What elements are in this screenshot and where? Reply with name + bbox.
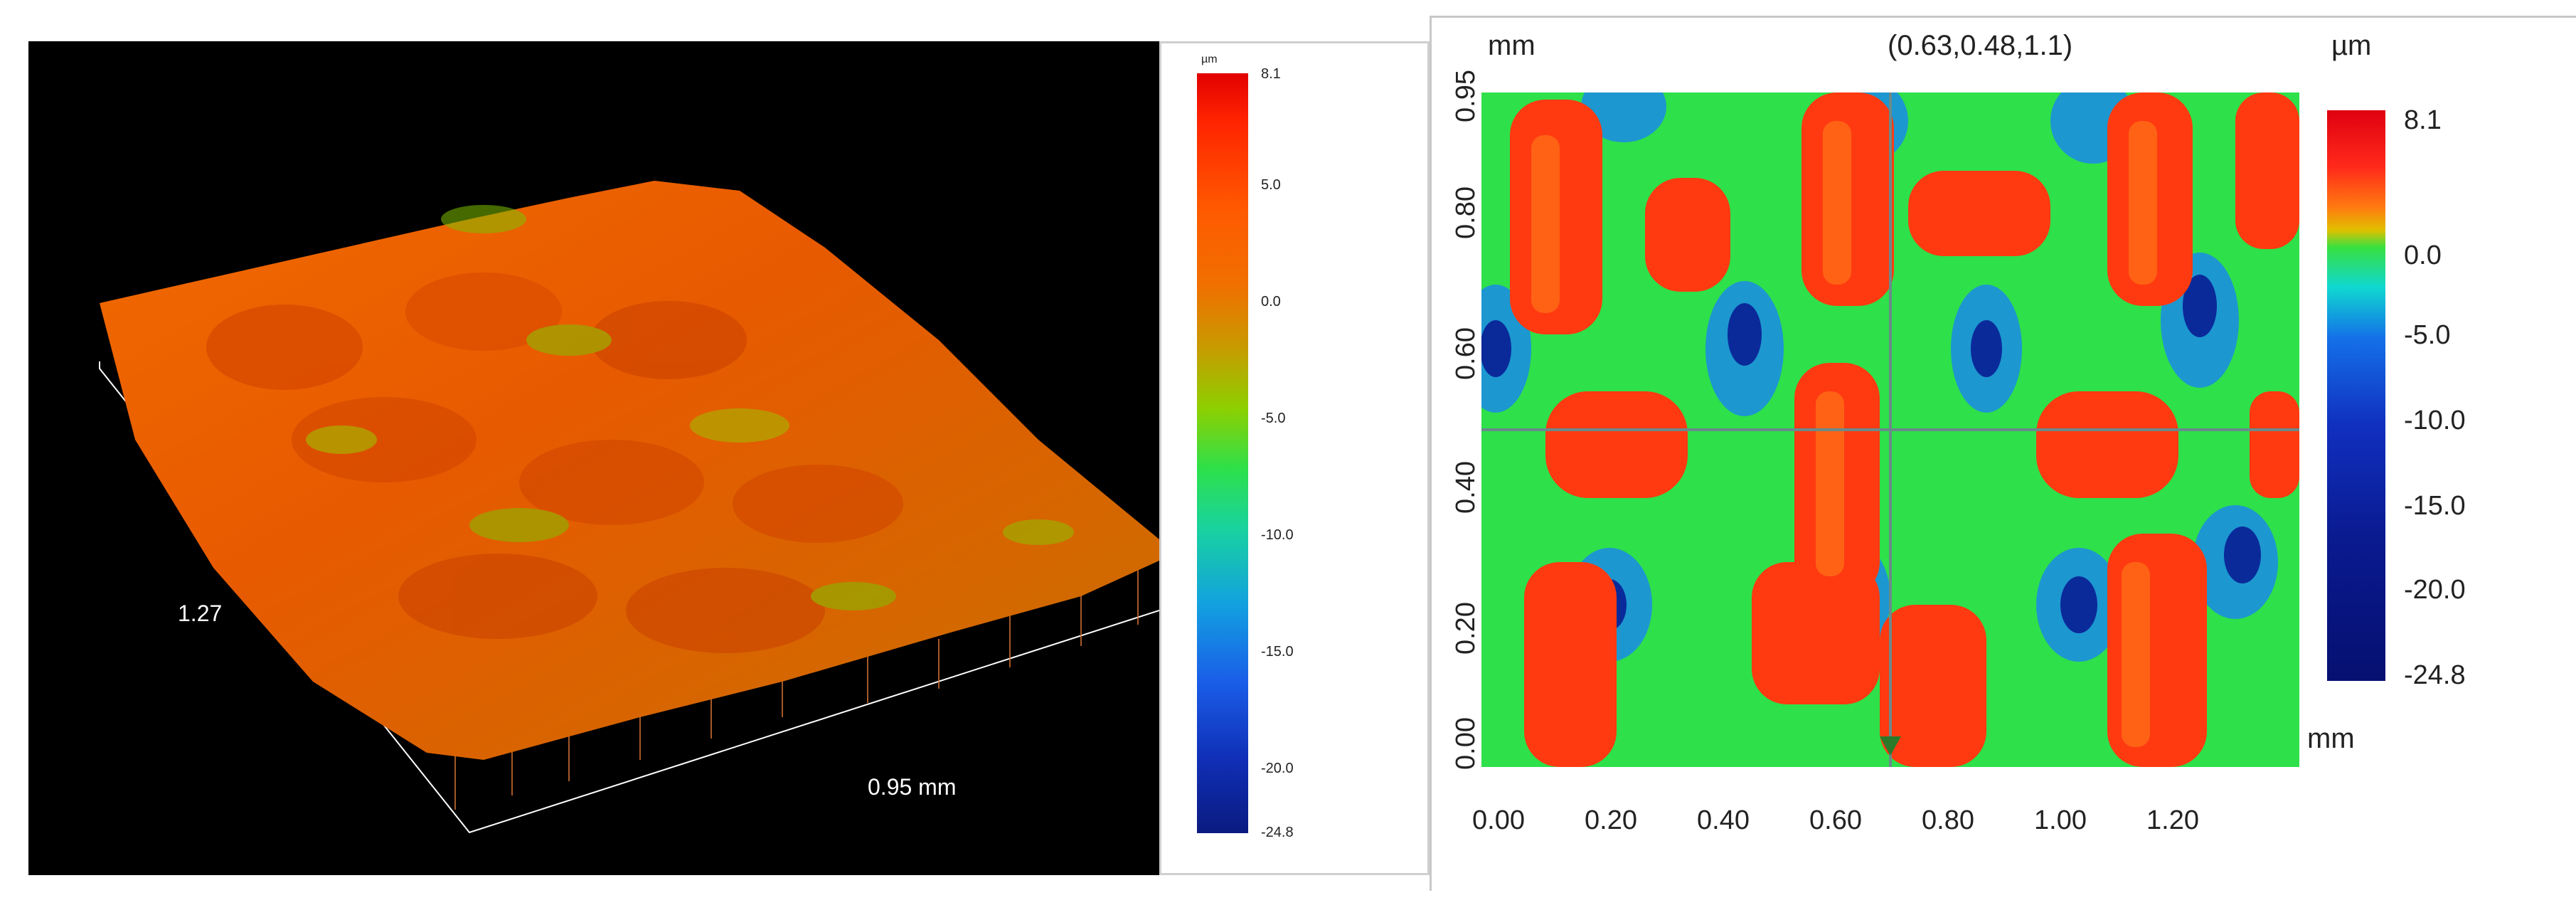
cursor-marker-icon <box>1880 736 1901 756</box>
colorbar-2d-tick: -24.8 <box>2404 660 2466 690</box>
x-tick: 0.00 <box>1472 805 1525 835</box>
y-tick: 0.80 <box>1451 186 1481 239</box>
colorbar-3d-tick: 5.0 <box>1261 177 1281 193</box>
colorbar-3d-unit: µm <box>1201 53 1218 65</box>
y-tick: 0.60 <box>1451 327 1481 380</box>
width-label: 0.95 mm <box>868 774 957 800</box>
colorbar-3d-tick: -5.0 <box>1261 411 1286 426</box>
colorbar-2d <box>2327 110 2385 681</box>
colorbar-3d-tick: 0.0 <box>1261 294 1281 309</box>
y-tick: 0.95 <box>1451 70 1481 122</box>
colorbar-3d-tick: -15.0 <box>1261 644 1294 660</box>
colorbar-2d-tick: -10.0 <box>2404 406 2466 435</box>
y-tick: 0.20 <box>1451 602 1481 655</box>
colorbar-3d-tick: -24.8 <box>1261 825 1294 840</box>
colorbar-2d-tick: -5.0 <box>2404 320 2451 350</box>
colorbar-3d <box>1197 73 1248 833</box>
height-map-image <box>1481 92 2299 767</box>
colorbar-2d-tick: -15.0 <box>2404 491 2466 521</box>
cursor-readout: (0.63,0.48,1.1) <box>1888 30 2073 61</box>
x-tick: 0.80 <box>1922 805 1974 835</box>
x-tick: 0.40 <box>1697 805 1750 835</box>
x-tick: 0.20 <box>1585 805 1637 835</box>
colorbar-3d-panel: µm 8.1 5.0 0.0 -5.0 -10.0 -15.0 -20.0 -2… <box>1159 41 1430 875</box>
colorbar-2d-tick: 8.1 <box>2404 105 2442 135</box>
colorbar-3d-tick: -20.0 <box>1261 761 1294 776</box>
colorbar-2d-tick: -20.0 <box>2404 575 2466 605</box>
weave-patches <box>206 205 1074 653</box>
y-tick: 0.40 <box>1451 461 1481 514</box>
y-axis-unit: mm <box>1488 30 1536 61</box>
peak-highlights <box>1531 121 2157 747</box>
x-tick: 1.00 <box>2034 805 2087 835</box>
y-tick: 0.00 <box>1451 717 1481 770</box>
surface-3d-render <box>99 181 1159 834</box>
x-axis-unit: mm <box>2307 723 2355 754</box>
colorbar-3d-tick: -10.0 <box>1261 527 1294 543</box>
x-tick: 1.20 <box>2146 805 2199 835</box>
height-map[interactable] <box>1481 92 2299 767</box>
z-axis-unit: µm <box>2331 30 2372 61</box>
surface-3d-view[interactable]: 1.27 0.95 mm <box>28 41 1159 875</box>
length-label: 1.27 <box>178 601 223 626</box>
x-tick: 0.60 <box>1809 805 1862 835</box>
colorbar-2d-tick: 0.0 <box>2404 240 2442 270</box>
colorbar-3d-tick: 8.1 <box>1261 66 1281 82</box>
